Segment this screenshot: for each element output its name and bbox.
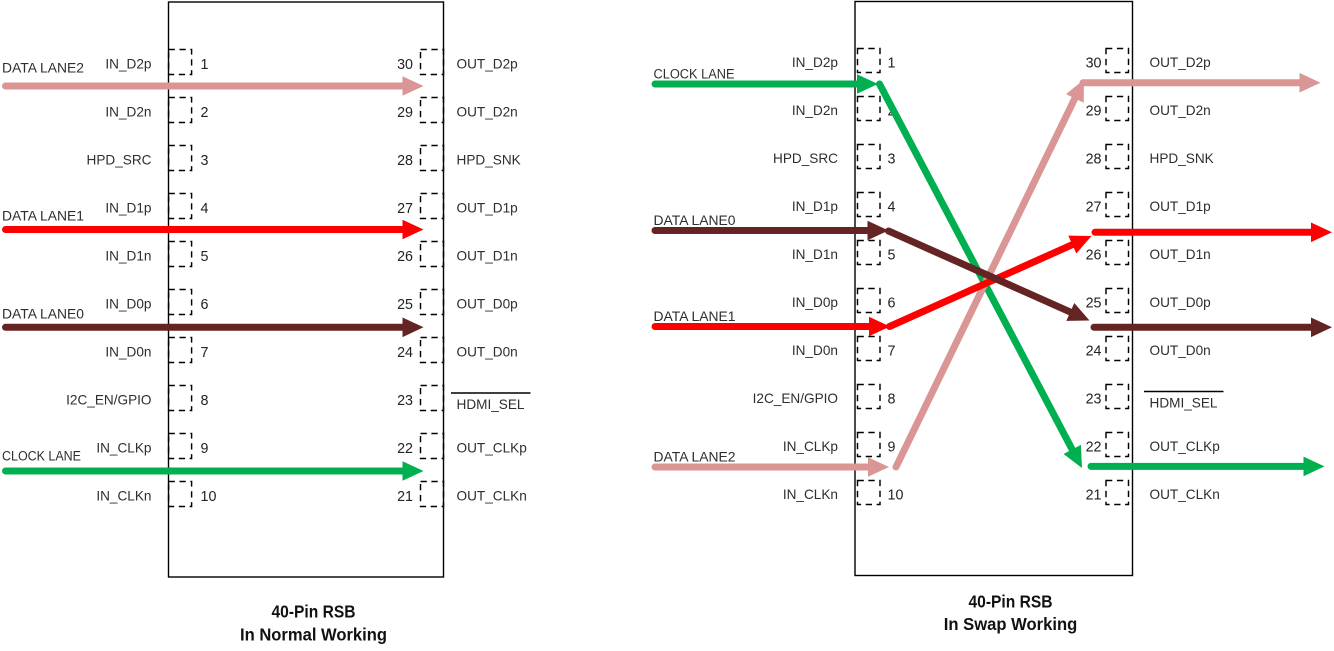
svg-text:IN_CLKn: IN_CLKn: [96, 489, 151, 504]
svg-text:OUT_D2p: OUT_D2p: [457, 57, 518, 72]
svg-text:30: 30: [1086, 56, 1102, 72]
svg-text:26: 26: [1086, 248, 1102, 264]
svg-text:CLOCK LANE: CLOCK LANE: [654, 67, 735, 83]
svg-text:5: 5: [201, 249, 209, 265]
svg-text:8: 8: [201, 393, 209, 409]
svg-text:29: 29: [397, 105, 413, 121]
svg-text:27: 27: [397, 201, 413, 217]
svg-text:OUT_D1p: OUT_D1p: [457, 201, 518, 216]
svg-text:OUT_D2n: OUT_D2n: [457, 105, 518, 120]
svg-text:OUT_D2p: OUT_D2p: [1150, 55, 1211, 70]
svg-text:6: 6: [201, 297, 209, 313]
svg-text:OUT_CLKn: OUT_CLKn: [457, 489, 527, 504]
svg-text:29: 29: [1086, 104, 1102, 120]
svg-text:28: 28: [397, 153, 413, 169]
svg-text:IN_D1n: IN_D1n: [105, 249, 151, 264]
svg-text:IN_D1n: IN_D1n: [792, 247, 838, 262]
svg-text:3: 3: [201, 153, 209, 169]
svg-text:OUT_D1n: OUT_D1n: [1150, 247, 1211, 262]
svg-text:21: 21: [397, 489, 413, 505]
svg-text:OUT_CLKn: OUT_CLKn: [1150, 487, 1220, 502]
svg-text:OUT_CLKp: OUT_CLKp: [1150, 439, 1220, 454]
svg-text:OUT_D1p: OUT_D1p: [1150, 199, 1211, 214]
svg-text:28: 28: [1086, 152, 1102, 168]
svg-text:IN_D1p: IN_D1p: [105, 201, 151, 216]
svg-text:OUT_D2n: OUT_D2n: [1150, 103, 1211, 118]
svg-text:IN_D2n: IN_D2n: [792, 103, 838, 118]
svg-text:24: 24: [1086, 344, 1102, 360]
svg-text:IN_D2p: IN_D2p: [792, 55, 838, 70]
svg-text:2: 2: [201, 105, 209, 121]
svg-text:IN_D1p: IN_D1p: [792, 199, 838, 214]
svg-text:In Normal Working: In Normal Working: [240, 625, 387, 645]
svg-text:OUT_CLKp: OUT_CLKp: [457, 441, 527, 456]
svg-text:DATA LANE2: DATA LANE2: [654, 450, 736, 466]
svg-text:26: 26: [397, 249, 413, 265]
svg-text:21: 21: [1086, 488, 1102, 504]
svg-text:22: 22: [397, 441, 413, 457]
svg-text:OUT_D0p: OUT_D0p: [457, 297, 518, 312]
svg-text:DATA LANE2: DATA LANE2: [2, 60, 84, 76]
svg-text:I2C_EN/GPIO: I2C_EN/GPIO: [66, 393, 151, 408]
svg-text:4: 4: [888, 200, 896, 216]
svg-text:9: 9: [888, 440, 896, 456]
svg-text:HPD_SRC: HPD_SRC: [87, 153, 152, 168]
svg-text:4: 4: [201, 201, 209, 217]
svg-text:3: 3: [888, 152, 896, 168]
svg-text:DATA LANE1: DATA LANE1: [654, 309, 736, 325]
svg-text:7: 7: [888, 344, 896, 360]
svg-text:30: 30: [397, 57, 413, 73]
svg-text:OUT_D0n: OUT_D0n: [1150, 343, 1211, 358]
svg-text:IN_CLKn: IN_CLKn: [783, 487, 838, 502]
svg-text:OUT_D0p: OUT_D0p: [1150, 295, 1211, 310]
svg-text:24: 24: [397, 345, 413, 361]
svg-text:25: 25: [397, 297, 413, 313]
svg-text:DATA LANE0: DATA LANE0: [2, 307, 84, 323]
svg-text:HPD_SNK: HPD_SNK: [1150, 151, 1214, 166]
svg-text:IN_D0n: IN_D0n: [792, 343, 838, 358]
svg-text:25: 25: [1086, 296, 1102, 312]
svg-text:23: 23: [1086, 392, 1102, 408]
svg-text:40-Pin RSB: 40-Pin RSB: [272, 602, 356, 622]
svg-text:IN_D0p: IN_D0p: [105, 297, 151, 312]
svg-text:5: 5: [888, 248, 896, 264]
svg-text:1: 1: [888, 56, 896, 72]
svg-text:10: 10: [201, 489, 217, 505]
svg-text:40-Pin RSB: 40-Pin RSB: [969, 592, 1053, 612]
svg-text:DATA LANE1: DATA LANE1: [2, 208, 84, 224]
svg-text:7: 7: [201, 345, 209, 361]
svg-text:IN_D2p: IN_D2p: [105, 57, 151, 72]
svg-text:OUT_D1n: OUT_D1n: [457, 249, 518, 264]
svg-text:I2C_EN/GPIO: I2C_EN/GPIO: [753, 391, 838, 406]
svg-text:1: 1: [201, 57, 209, 73]
svg-text:IN_D0p: IN_D0p: [792, 295, 838, 310]
svg-text:IN_D0n: IN_D0n: [105, 345, 151, 360]
svg-text:OUT_D0n: OUT_D0n: [457, 345, 518, 360]
svg-text:22: 22: [1086, 440, 1102, 456]
svg-text:HDMI_SEL: HDMI_SEL: [1150, 396, 1218, 411]
svg-text:IN_CLKp: IN_CLKp: [783, 439, 838, 454]
svg-text:DATA LANE0: DATA LANE0: [654, 213, 736, 229]
svg-text:HDMI_SEL: HDMI_SEL: [457, 397, 525, 412]
svg-text:HPD_SNK: HPD_SNK: [457, 153, 521, 168]
svg-text:6: 6: [888, 296, 896, 312]
svg-text:CLOCK LANE: CLOCK LANE: [2, 449, 81, 465]
svg-text:HPD_SRC: HPD_SRC: [773, 151, 838, 166]
svg-text:In Swap Working: In Swap Working: [944, 614, 1078, 634]
svg-text:IN_D2n: IN_D2n: [105, 105, 151, 120]
svg-text:10: 10: [888, 488, 904, 504]
svg-text:9: 9: [201, 441, 209, 457]
svg-text:8: 8: [888, 392, 896, 408]
svg-text:IN_CLKp: IN_CLKp: [96, 441, 151, 456]
svg-text:27: 27: [1086, 200, 1102, 216]
svg-text:23: 23: [397, 393, 413, 409]
